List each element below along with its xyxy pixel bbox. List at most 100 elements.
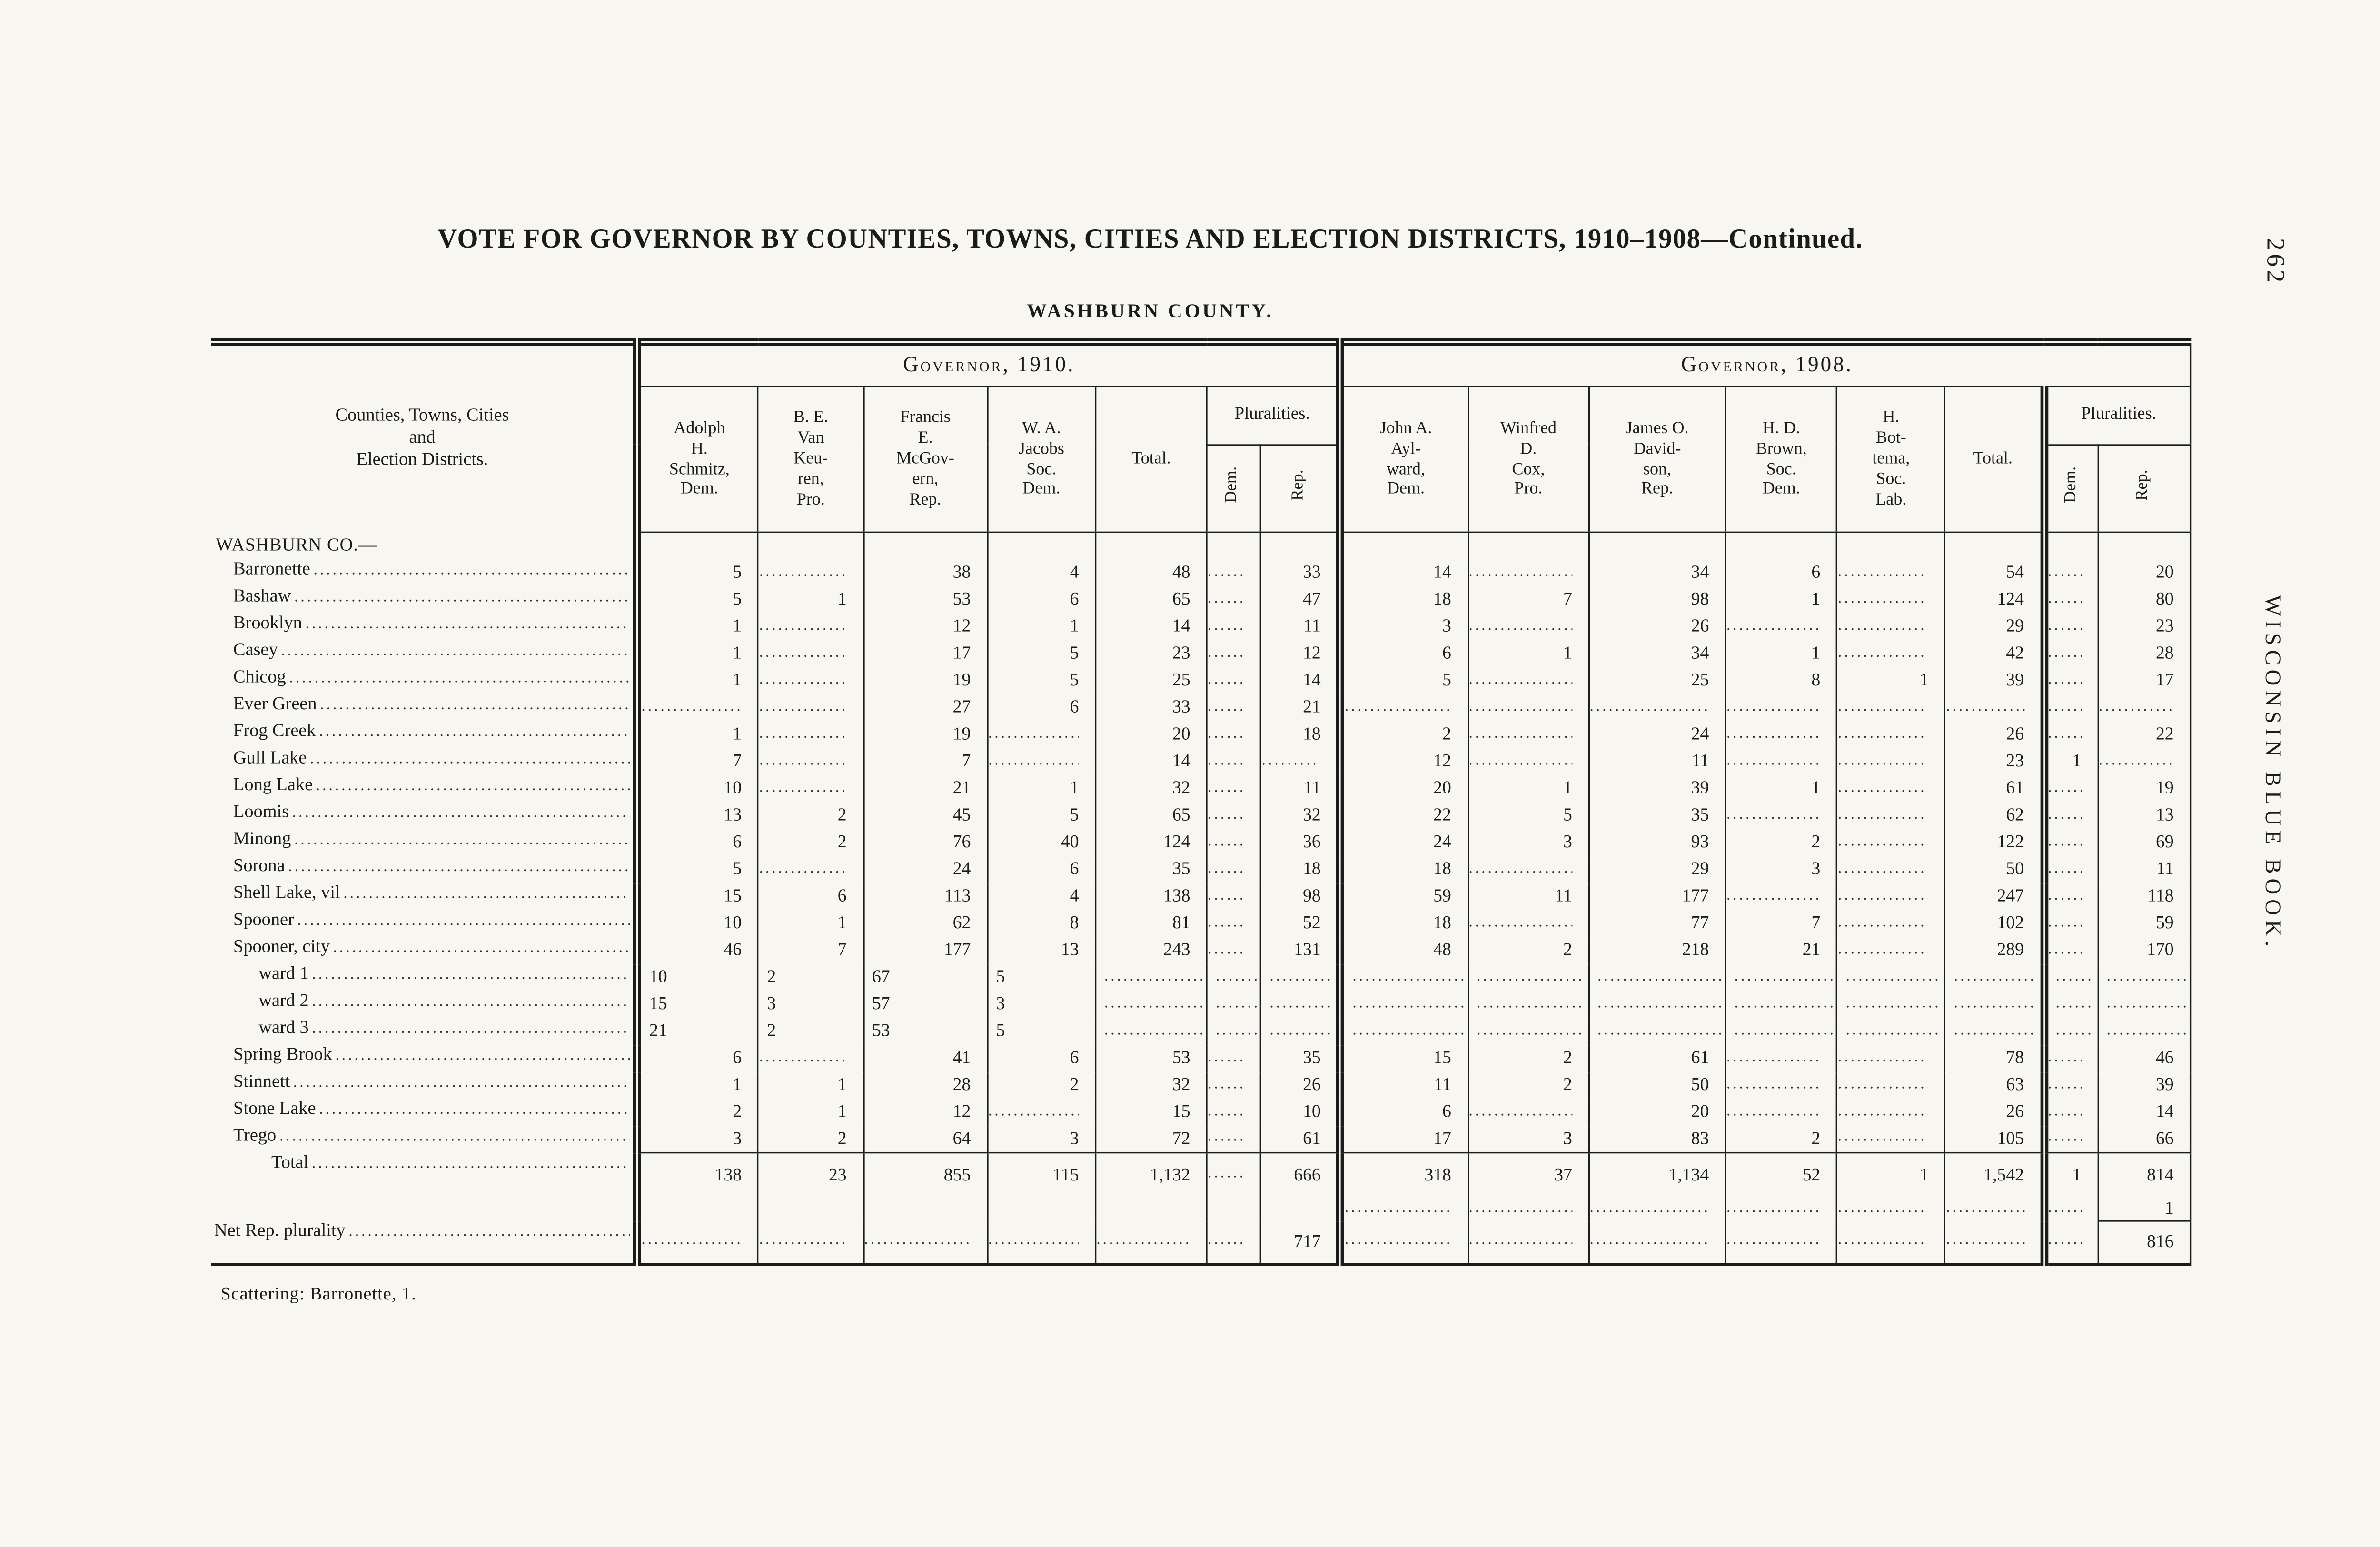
empty-cell-dots (1839, 939, 1929, 958)
empty-cell-dots (1469, 696, 1572, 715)
value-cell: 21 (1725, 937, 1837, 964)
value-cell: 66 (2097, 1125, 2191, 1153)
empty-cell-dots (760, 858, 846, 877)
value-cell (1836, 640, 1945, 667)
row-label: Brooklyn (211, 613, 633, 640)
value-cell (2040, 883, 2098, 910)
empty-cell-dots (989, 750, 1079, 769)
value-cell (1467, 667, 1589, 694)
value-cell (1260, 963, 1341, 991)
value-cell: 12 (862, 613, 988, 640)
value-cell (986, 748, 1096, 775)
value-cell (2040, 856, 2098, 883)
value-cell: 26 (1588, 613, 1726, 640)
empty-cell-dots (1104, 965, 1203, 984)
value-cell: 83 (1588, 1125, 1726, 1153)
value-cell: 12 (1260, 640, 1341, 667)
empty-cell-dots (2052, 642, 2081, 661)
empty-cell-dots (1846, 992, 1942, 1012)
value-cell (1206, 1018, 1261, 1045)
value-cell: 64 (862, 1125, 988, 1153)
empty-cell-dots (760, 750, 846, 769)
value-cell: 105 (1944, 1125, 2044, 1153)
value-cell: 48 (1094, 559, 1207, 586)
value-cell: 5 (633, 856, 759, 883)
value-cell (986, 1099, 1096, 1126)
value-cell (1206, 1197, 1261, 1221)
value-cell (1725, 1018, 1837, 1045)
value-cell (1467, 991, 1589, 1018)
table-row: 1 (211, 1197, 2191, 1221)
empty-cell-dots (1209, 723, 1244, 742)
value-cell: 26 (1260, 1071, 1341, 1099)
empty-cell-dots (1590, 696, 1709, 715)
value-cell (1206, 613, 1261, 640)
empty-cell-dots (2100, 750, 2174, 769)
empty-cell-dots (1209, 642, 1244, 661)
value-cell (1206, 748, 1261, 775)
value-cell (1206, 1071, 1261, 1099)
value-cell: 4 (986, 883, 1096, 910)
value-cell: 13 (633, 802, 759, 829)
value-cell (1206, 586, 1261, 614)
empty-cell-dots (2052, 803, 2081, 823)
value-cell: 1 (757, 586, 863, 614)
empty-cell-dots (1839, 1230, 1929, 1249)
empty-cell-dots (1947, 696, 2024, 715)
row-label: Trego (211, 1126, 633, 1153)
value-cell (986, 1220, 1096, 1264)
rotated-label: Dem. (1224, 467, 1242, 504)
value-cell (1206, 667, 1261, 694)
empty-cell-dots (1839, 858, 1929, 877)
value-cell (1467, 1018, 1589, 1045)
row-label: Net Rep. plurality (211, 1221, 633, 1262)
value-cell (2040, 991, 2098, 1018)
value-cell: 40 (986, 829, 1096, 856)
empty-cell-dots (1349, 1197, 1451, 1216)
value-cell: 7 (1467, 586, 1589, 614)
dot-leader (312, 991, 630, 1010)
value-cell: 717 (1260, 1220, 1341, 1264)
value-cell (1337, 694, 1468, 721)
value-cell: 1 (633, 1071, 759, 1099)
row-label: Barronette (211, 559, 633, 586)
value-cell (1836, 1071, 1945, 1099)
value-cell: 1 (2097, 1197, 2191, 1221)
value-cell: 32 (1094, 775, 1207, 802)
value-cell: 29 (1588, 856, 1726, 883)
empty-cell-dots (2056, 965, 2094, 984)
empty-cell-dots (2052, 1230, 2081, 1249)
value-cell: 5 (986, 963, 1096, 991)
empty-cell-dots (1727, 723, 1821, 742)
empty-cell-dots (989, 1230, 1079, 1249)
value-cell (757, 721, 863, 748)
empty-cell-dots (2052, 912, 2081, 931)
value-cell: 11 (1588, 748, 1726, 775)
empty-cell-dots (1469, 858, 1572, 877)
value-cell (2097, 748, 2191, 775)
empty-cell-dots (2052, 777, 2081, 796)
value-cell: 39 (2097, 1071, 2191, 1099)
value-cell: 13 (2097, 802, 2191, 829)
value-cell: 61 (1588, 1044, 1726, 1072)
empty-cell-dots (1477, 965, 1585, 984)
value-cell: 20 (1337, 775, 1468, 802)
rotated-label: Rep. (2134, 470, 2152, 501)
value-cell: 3 (757, 991, 863, 1018)
row-label: Spooner (211, 910, 633, 937)
value-cell: 2 (1467, 1044, 1589, 1072)
value-cell: 20 (2097, 559, 2191, 586)
col-header-schmitz: Adolph H. Schmitz, Dem. (633, 386, 759, 533)
value-cell (1836, 559, 1945, 586)
value-cell: 5 (986, 1018, 1096, 1045)
empty-cell-dots (1727, 1101, 1821, 1120)
value-cell: 3 (633, 1125, 759, 1153)
empty-cell-dots (1209, 1046, 1244, 1065)
value-cell (1836, 748, 1945, 775)
row-label: Gull Lake (211, 748, 633, 775)
value-cell (1206, 963, 1261, 991)
value-cell (1836, 910, 1945, 937)
value-cell: 50 (1588, 1071, 1726, 1099)
value-cell (2040, 559, 2098, 586)
